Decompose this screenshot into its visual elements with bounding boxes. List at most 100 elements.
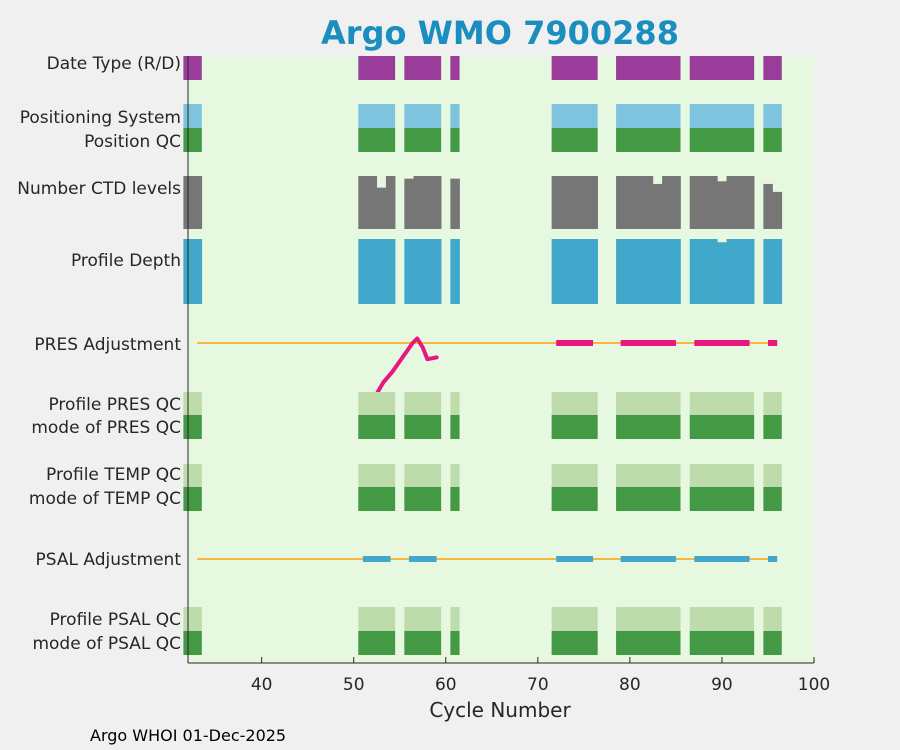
profile-depth-bar bbox=[698, 239, 709, 304]
number-ctd-levels-bar bbox=[422, 176, 433, 229]
positioning-system-band bbox=[183, 104, 202, 128]
profile-depth-bar bbox=[708, 239, 718, 304]
row-labels: Date Type (R/D) Positioning System Positio… bbox=[17, 54, 181, 654]
mode-of-temp-qc-band bbox=[689, 487, 755, 511]
date-type-r-d-band bbox=[183, 56, 202, 80]
profile-depth-bar bbox=[735, 239, 746, 304]
positioning-system-band bbox=[616, 104, 681, 128]
profile-depth-bar bbox=[625, 239, 635, 304]
date-type-r-d-band bbox=[358, 56, 396, 80]
positioning-system-band bbox=[763, 104, 782, 128]
profile-depth-bar bbox=[772, 239, 783, 304]
profile-depth-bar bbox=[671, 239, 681, 304]
mode-of-temp-qc-band bbox=[616, 487, 681, 511]
profile-depth-bar bbox=[367, 239, 378, 304]
profile-depth-bar bbox=[726, 239, 737, 304]
number-ctd-levels-bar bbox=[643, 176, 654, 229]
profile-temp-qc-band bbox=[404, 464, 442, 487]
number-ctd-levels-bar bbox=[616, 176, 626, 229]
number-ctd-levels-bar bbox=[708, 176, 718, 229]
profile-depth-bar bbox=[192, 239, 203, 304]
profile-depth-bar bbox=[662, 239, 672, 304]
profile-psal-qc-band bbox=[551, 607, 598, 631]
row-label-positioning-system: Positioning System bbox=[20, 108, 181, 128]
date-type-r-d-band bbox=[689, 56, 755, 80]
x-tick-label: 60 bbox=[435, 675, 457, 695]
row-label-mode-of-psal-qc: mode of PSAL QC bbox=[32, 634, 181, 654]
number-ctd-levels-bar bbox=[772, 191, 783, 229]
profile-depth-bar bbox=[376, 239, 387, 304]
mode-of-psal-qc-band bbox=[763, 631, 782, 655]
mode-of-pres-qc-band bbox=[183, 415, 202, 439]
position-qc-band bbox=[689, 128, 755, 152]
x-tick-label: 100 bbox=[798, 675, 830, 695]
profile-depth-bar bbox=[385, 239, 396, 304]
profile-temp-qc-band bbox=[616, 464, 681, 487]
mode-of-pres-qc-band bbox=[450, 415, 460, 439]
x-tick-label: 40 bbox=[251, 675, 273, 695]
number-ctd-levels-bar bbox=[689, 176, 700, 229]
row-label-psal-adjustment: PSAL Adjustment bbox=[36, 550, 182, 570]
number-ctd-levels-bar bbox=[570, 176, 580, 229]
chart-title: Argo WMO 7900288 bbox=[321, 14, 679, 52]
profile-depth-bar bbox=[717, 242, 727, 304]
mode-of-temp-qc-band bbox=[763, 487, 782, 511]
profile-pres-qc-band bbox=[183, 392, 202, 415]
profile-depth-bar bbox=[652, 239, 663, 304]
position-qc-band bbox=[450, 128, 460, 152]
profile-depth-bar bbox=[588, 239, 598, 304]
date-type-r-d-band bbox=[450, 56, 460, 80]
position-qc-band bbox=[404, 128, 442, 152]
row-label-profile-pres-qc: Profile PRES QC bbox=[48, 395, 181, 415]
position-qc-band bbox=[763, 128, 782, 152]
x-tick-label: 50 bbox=[343, 675, 365, 695]
position-qc-band bbox=[616, 128, 681, 152]
position-qc-band bbox=[551, 128, 598, 152]
profile-depth-bar bbox=[358, 239, 368, 304]
profile-pres-qc-band bbox=[763, 392, 782, 415]
profile-temp-qc-band bbox=[183, 464, 202, 487]
mode-of-psal-qc-band bbox=[358, 631, 396, 655]
mode-of-psal-qc-band bbox=[616, 631, 681, 655]
row-label-profile-depth: Profile Depth bbox=[71, 251, 181, 271]
profile-psal-qc-band bbox=[763, 607, 782, 631]
profile-pres-qc-band bbox=[689, 392, 755, 415]
profile-depth-bar bbox=[643, 239, 654, 304]
row-label-pres-adjustment: PRES Adjustment bbox=[34, 335, 181, 355]
x-tick-label: 80 bbox=[619, 675, 641, 695]
row-label-mode-of-pres-qc: mode of PRES QC bbox=[31, 418, 181, 438]
profile-depth-bar bbox=[763, 239, 773, 304]
positioning-system-band bbox=[689, 104, 755, 128]
positioning-system-band bbox=[358, 104, 396, 128]
number-ctd-levels-bar bbox=[671, 176, 681, 229]
footer-credit: Argo WHOI 01-Dec-2025 bbox=[90, 726, 286, 745]
profile-depth-bar bbox=[551, 239, 562, 304]
row-label-position-qc: Position QC bbox=[84, 132, 181, 152]
row-label-number-ctd-levels: Number CTD levels bbox=[17, 179, 181, 199]
number-ctd-levels-bar bbox=[560, 176, 571, 229]
number-ctd-levels-bar bbox=[431, 176, 442, 229]
position-qc-band bbox=[358, 128, 396, 152]
profile-temp-qc-band bbox=[358, 464, 396, 487]
number-ctd-levels-bar bbox=[367, 176, 378, 229]
mode-of-pres-qc-band bbox=[763, 415, 782, 439]
number-ctd-levels-bar bbox=[551, 176, 562, 229]
profile-psal-qc-band bbox=[689, 607, 755, 631]
number-ctd-levels-bar bbox=[579, 176, 589, 229]
profile-psal-qc-band bbox=[404, 607, 442, 631]
profile-depth-bar bbox=[404, 239, 414, 304]
mode-of-temp-qc-band bbox=[551, 487, 598, 511]
number-ctd-levels-bar bbox=[763, 183, 773, 229]
profile-depth-bar bbox=[579, 239, 589, 304]
number-ctd-levels-bar bbox=[376, 187, 387, 229]
mode-of-temp-qc-band bbox=[450, 487, 460, 511]
profile-depth-bar bbox=[689, 239, 700, 304]
axes bbox=[187, 56, 814, 664]
x-tick-label: 90 bbox=[711, 675, 733, 695]
profile-pres-qc-band bbox=[358, 392, 396, 415]
number-ctd-levels-bar bbox=[450, 178, 460, 229]
profile-psal-qc-band bbox=[616, 607, 681, 631]
profile-depth-bar bbox=[450, 239, 460, 304]
row-label-profile-temp-qc: Profile TEMP QC bbox=[46, 465, 181, 485]
row-label-profile-psal-qc: Profile PSAL QC bbox=[50, 610, 181, 630]
